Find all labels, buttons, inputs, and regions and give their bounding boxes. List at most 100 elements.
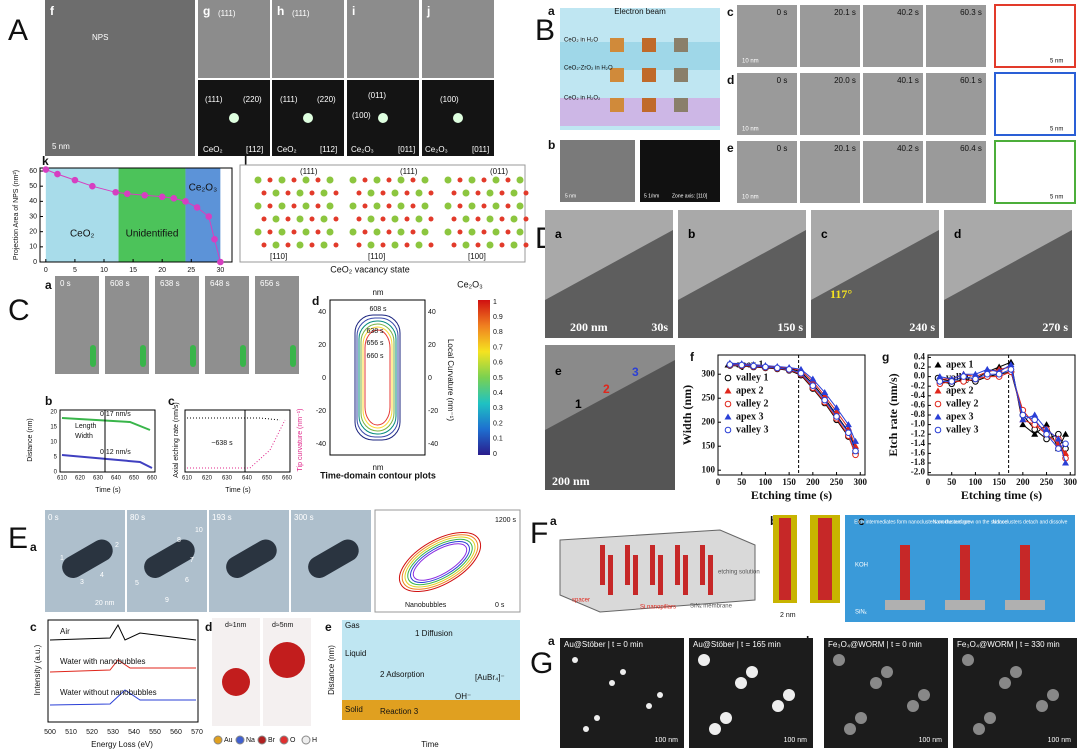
- image-label: Ce₂O₃: [425, 145, 448, 154]
- atom: [326, 176, 334, 184]
- sublabel: c: [168, 394, 175, 408]
- wire: [944, 230, 1072, 338]
- data-point: [1031, 430, 1039, 437]
- atom: [391, 215, 399, 223]
- x-tick-label: 50: [947, 477, 957, 487]
- y-tick-label: 0: [54, 470, 58, 476]
- data-point: [205, 213, 213, 220]
- contour: [401, 534, 479, 590]
- atom: [278, 202, 286, 210]
- time-label: 638 s: [160, 279, 180, 288]
- data-point: [1062, 440, 1069, 448]
- rod-icon: [190, 345, 196, 367]
- atom: [404, 242, 410, 248]
- spectrum: [49, 659, 196, 673]
- nanoparticle: [610, 98, 624, 112]
- inset: [994, 140, 1076, 204]
- atom: [254, 176, 262, 184]
- image-label: (111): [218, 9, 236, 18]
- data-point: [1043, 421, 1051, 428]
- atom: [457, 229, 463, 235]
- contour-label: 660 s: [366, 353, 384, 360]
- lattice-label: (111): [300, 167, 318, 176]
- y-tick-label: -1.0: [911, 419, 926, 429]
- scale-label: 100 nm: [1048, 737, 1072, 744]
- x-tick-label: 25: [187, 267, 195, 274]
- chart-text: Water without nanobubbles: [60, 688, 157, 697]
- plot-frame: [717, 354, 866, 476]
- image-label: (111): [205, 95, 223, 104]
- time-label: 193 s: [212, 513, 232, 522]
- nanopillar: [700, 545, 705, 585]
- atom: [302, 202, 310, 210]
- colorbar-label: 0.2: [493, 420, 503, 427]
- scale-label: 10 nm: [742, 195, 759, 201]
- data-point: [960, 373, 967, 380]
- nanopillar: [900, 545, 910, 605]
- y-tick-label: -40: [316, 441, 326, 448]
- atom: [510, 241, 518, 249]
- sublabel: c: [858, 514, 865, 528]
- schematic-label: Solid: [345, 705, 363, 714]
- particle: [772, 700, 784, 712]
- atom: [492, 176, 500, 184]
- contour-area: [374, 509, 521, 613]
- plot-frame: [184, 409, 291, 473]
- contour: [364, 329, 391, 426]
- legend-label: apex 2: [736, 385, 764, 396]
- scale-label: 200 nm: [552, 474, 590, 488]
- inset: [994, 72, 1076, 136]
- contour: [410, 541, 470, 583]
- y-tick-label: 300: [702, 368, 716, 378]
- x-tick-label: 640: [242, 476, 253, 482]
- data-point: [821, 396, 828, 404]
- image-label: CeO₂: [203, 145, 223, 154]
- colorbar-label: 0.5: [493, 375, 503, 382]
- image: [800, 141, 860, 203]
- legend-marker: [235, 735, 245, 745]
- y-tick-label: 30: [29, 213, 37, 220]
- scale-label: 5 nm: [1050, 127, 1063, 133]
- image-label: 30s: [651, 320, 668, 334]
- atom: [523, 190, 529, 196]
- image: [737, 5, 797, 67]
- atom: [410, 203, 416, 209]
- legend-marker: [934, 400, 942, 408]
- position-label: 5: [135, 580, 139, 587]
- y-tick-label: 20: [428, 342, 436, 349]
- image: [272, 0, 344, 78]
- chart-text: Nanobubbles: [405, 602, 447, 609]
- colorbar-label: 0.8: [493, 329, 503, 336]
- x-tick-label: 640: [111, 476, 122, 482]
- y-tick-label: -20: [428, 408, 438, 415]
- panel-label: B: [535, 14, 555, 47]
- y-tick-label: 60: [29, 168, 37, 175]
- position-label: 4: [100, 572, 104, 579]
- atom: [415, 215, 423, 223]
- legend-label: apex 2: [946, 385, 974, 396]
- atom: [462, 241, 470, 249]
- x-tick-label: 610: [182, 476, 193, 482]
- atom: [333, 190, 339, 196]
- nanoparticle: [674, 38, 688, 52]
- sublabel: a: [548, 634, 555, 648]
- particle: [999, 677, 1011, 689]
- data-point: [1054, 435, 1062, 442]
- y-tick-label: -0.8: [911, 409, 926, 419]
- chart-text: Energy Loss (eV): [91, 740, 153, 749]
- y-tick-label: -1.6: [911, 447, 926, 457]
- sublabel: b: [548, 138, 555, 152]
- atom: [428, 216, 434, 222]
- data-point: [54, 170, 61, 178]
- atom: [315, 177, 321, 183]
- image-label: Ce₂O₃: [351, 145, 374, 154]
- y-tick-label: 5: [54, 455, 58, 461]
- legend-marker: [257, 735, 267, 745]
- legend-marker: [279, 735, 289, 745]
- schematic-label: OH⁻: [455, 692, 471, 701]
- contour: [360, 323, 395, 432]
- x-tick-label: 530: [107, 729, 119, 736]
- image-title: Fe₃O₄@WORM | t = 330 min: [957, 640, 1060, 649]
- x-tick-label: 0: [926, 477, 931, 487]
- x-tick-label: 150: [992, 477, 1006, 487]
